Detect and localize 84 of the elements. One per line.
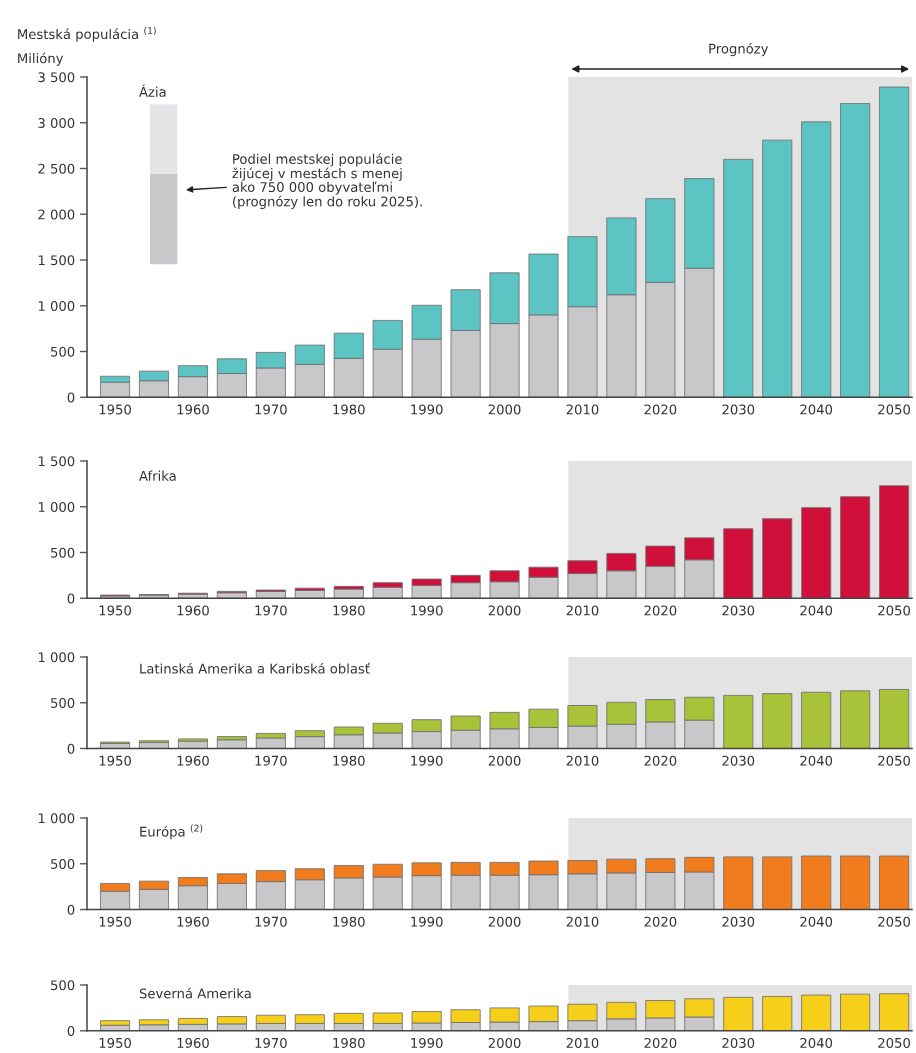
y-tick-label: 0	[67, 1025, 75, 1036]
x-tick-label: 2040	[800, 404, 833, 415]
x-tick-label: 2040	[800, 605, 833, 616]
x-tick-label: 1980	[333, 755, 365, 766]
y-tick-label: 500	[51, 697, 75, 708]
x-tick-label: 2000	[488, 916, 521, 927]
y-tick-label: 1 500	[38, 456, 75, 467]
x-tick-label: 1980	[333, 916, 365, 927]
x-tick-label: 1990	[411, 916, 443, 927]
x-tick-label: 1960	[177, 605, 209, 616]
x-tick-label: 2020	[644, 1037, 677, 1048]
x-tick-label: 2020	[644, 404, 677, 415]
x-tick-label: 2050	[878, 916, 910, 927]
x-tick-label: 2020	[644, 916, 677, 927]
chart-title: Severná Amerika	[139, 987, 251, 999]
y-tick-label: 2 000	[38, 209, 75, 220]
x-tick-label: 2050	[878, 605, 910, 616]
x-tick-label: 2040	[800, 916, 833, 927]
y-tick-label: 0	[67, 392, 75, 403]
text: Mestská populácia $^{(1)}$	[18, 26, 156, 42]
x-tick-label: 1960	[177, 755, 209, 766]
x-tick-label: 2050	[878, 1037, 910, 1048]
x-tick-label: 2040	[800, 1037, 833, 1048]
x-tick-label: 1970	[255, 404, 287, 415]
x-tick-label: 1980	[333, 404, 365, 415]
x-tick-label: 2000	[488, 755, 521, 766]
x-tick-label: 1960	[177, 916, 209, 927]
x-tick-label: 2000	[488, 605, 521, 616]
x-tick-label: 2000	[488, 404, 521, 415]
x-tick-label: 1970	[255, 916, 287, 927]
x-tick-label: 2010	[566, 916, 599, 927]
x-tick-label: 2050	[878, 755, 910, 766]
y-tick-label: 1 000	[38, 501, 75, 512]
x-tick-label: 1990	[411, 404, 443, 415]
y-tick-label: 3 000	[38, 117, 75, 128]
y-tick-label: 0	[67, 593, 75, 604]
x-tick-label: 2040	[800, 755, 833, 766]
y-tick-label: 500	[51, 980, 75, 991]
x-tick-label: 2030	[722, 755, 755, 766]
text: Európa $^{(2)}$	[140, 824, 203, 840]
x-tick-label: 2010	[566, 404, 599, 415]
y-tick-label: 1 000	[38, 300, 75, 311]
x-tick-label: 2010	[566, 605, 599, 616]
x-tick-label: 2030	[722, 916, 755, 927]
x-tick-label: 2020	[644, 755, 677, 766]
chart-title: Latinská Amerika a Karibská oblasť	[140, 662, 370, 674]
y-tick-label: 0	[67, 743, 75, 754]
x-tick-label: 1950	[99, 605, 131, 616]
y-tick-label: 2 500	[38, 163, 75, 174]
y-tick-label: 0	[67, 904, 75, 915]
x-tick-label: 1970	[255, 755, 287, 766]
text: Ázia	[139, 84, 166, 97]
y-tick-label: 1 000	[38, 813, 75, 824]
band-label: Prognózy	[709, 42, 769, 57]
x-tick-label: 1980	[333, 1037, 365, 1048]
x-tick-label: 2030	[722, 605, 755, 616]
x-tick-label: 1960	[177, 1037, 209, 1048]
x-tick-label: 2000	[488, 1037, 521, 1048]
y-tick-label: 1 000	[38, 652, 75, 663]
x-tick-label: 2010	[566, 755, 599, 766]
y-tick-label: 500	[51, 858, 75, 869]
x-tick-label: 1990	[411, 1037, 443, 1048]
x-tick-label: 2050	[878, 404, 910, 415]
annotation: Podiel mestskej populácie žijúcej v mestách s menej ako 750 000 obyvateľmi (prognózy len do roku 2025).	[232, 153, 422, 209]
x-tick-label: 1960	[177, 404, 209, 415]
text: Afrika	[139, 470, 176, 481]
x-tick-label: 2020	[644, 605, 677, 616]
x-tick-label: 1990	[411, 755, 443, 766]
x-tick-label: 1970	[255, 605, 287, 616]
y-tick-label: 500	[51, 547, 75, 558]
x-tick-label: 2030	[722, 1037, 755, 1048]
x-tick-label: 2010	[566, 1037, 599, 1048]
x-tick-label: 1950	[99, 755, 131, 766]
y-tick-label: 3 500	[38, 72, 75, 83]
x-tick-label: 1990	[411, 605, 443, 616]
x-tick-label: 1980	[333, 605, 365, 616]
x-tick-label: 2030	[722, 404, 755, 415]
x-tick-label: 1950	[99, 916, 131, 927]
y-axis-title: Milióny	[18, 52, 64, 66]
x-tick-label: 1970	[255, 1037, 287, 1048]
x-tick-label: 1950	[99, 1037, 131, 1048]
x-tick-label: 1950	[99, 404, 131, 415]
y-tick-label: 1 500	[38, 255, 75, 266]
y-tick-label: 500	[51, 346, 75, 357]
